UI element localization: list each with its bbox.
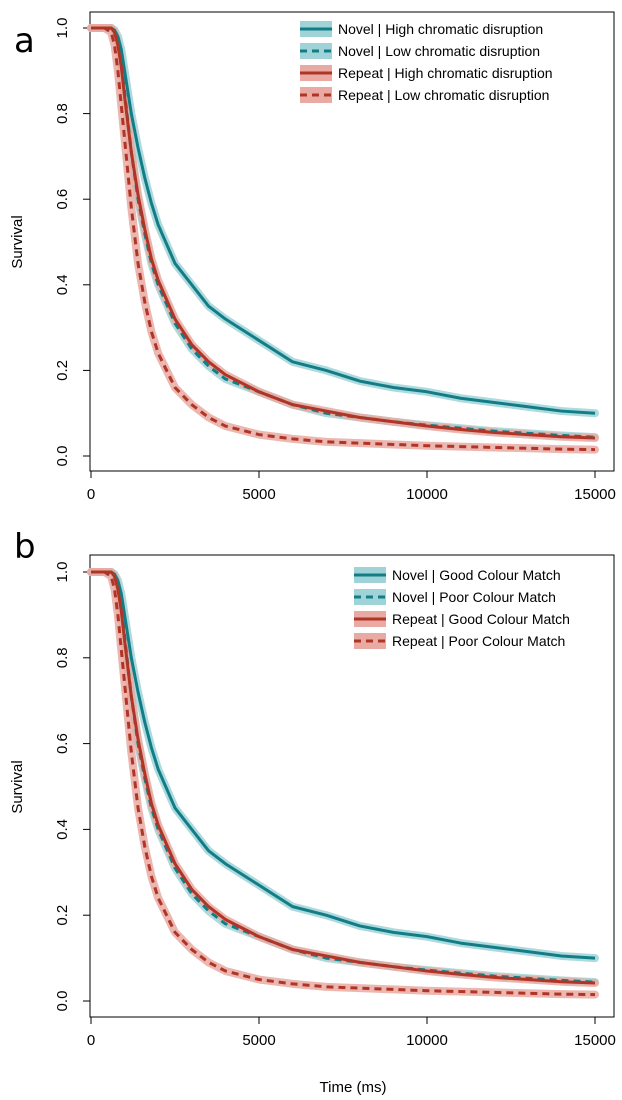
y-tick-label: 0.0 — [54, 991, 71, 1012]
y-tick-label: 0.2 — [54, 360, 71, 381]
plot-frame — [89, 11, 615, 472]
y-tick-label: 0.4 — [54, 274, 71, 295]
y-tick-label: 1.0 — [54, 18, 71, 39]
x-tick-label: 0 — [87, 1032, 95, 1049]
y-tick-label: 0.8 — [54, 103, 71, 124]
x-tick-label: 15000 — [574, 486, 616, 503]
y-tick-label: 0.2 — [54, 905, 71, 926]
legend-entry: Repeat | Poor Colour Match — [392, 633, 565, 649]
x-tick-label: 10000 — [406, 486, 448, 503]
legend-entry: Repeat | Low chromatic disruption — [338, 87, 549, 103]
y-tick-label: 1.0 — [54, 562, 71, 583]
y-tick-label: 0.8 — [54, 647, 71, 668]
legend-entry: Novel | Low chromatic disruption — [338, 43, 540, 59]
series-line — [91, 570, 596, 985]
y-tick-label: 0.6 — [54, 189, 71, 210]
x-tick-label: 5000 — [242, 486, 275, 503]
legend-entry: Novel | Poor Colour Match — [392, 589, 556, 605]
x-tick-label: 15000 — [574, 1032, 616, 1049]
legend-entry: Repeat | Good Colour Match — [392, 611, 570, 627]
series-line — [91, 26, 596, 452]
series-line — [91, 26, 596, 415]
series-band — [87, 568, 599, 963]
panel-label: b — [14, 527, 36, 567]
legend-entry: Repeat | High chromatic disruption — [338, 65, 553, 81]
plot-frame — [89, 554, 615, 1018]
x-axis-title: Time (ms) — [320, 1079, 387, 1096]
series-line — [91, 570, 596, 997]
legend-entry: Novel | High chromatic disruption — [338, 21, 543, 37]
y-tick-label: 0.4 — [54, 819, 71, 840]
y-tick-label: 0.6 — [54, 733, 71, 754]
y-axis-title: Survival — [9, 760, 26, 813]
series-line — [91, 26, 596, 440]
x-tick-label: 5000 — [242, 1032, 275, 1049]
series-line — [91, 570, 596, 960]
legend-entry: Novel | Good Colour Match — [392, 567, 561, 583]
x-tick-label: 10000 — [406, 1032, 448, 1049]
y-axis-title: Survival — [9, 215, 26, 268]
y-tick-label: 0.0 — [54, 446, 71, 467]
x-tick-label: 0 — [87, 486, 95, 503]
series-band — [87, 24, 599, 418]
panel-label: a — [14, 21, 35, 61]
